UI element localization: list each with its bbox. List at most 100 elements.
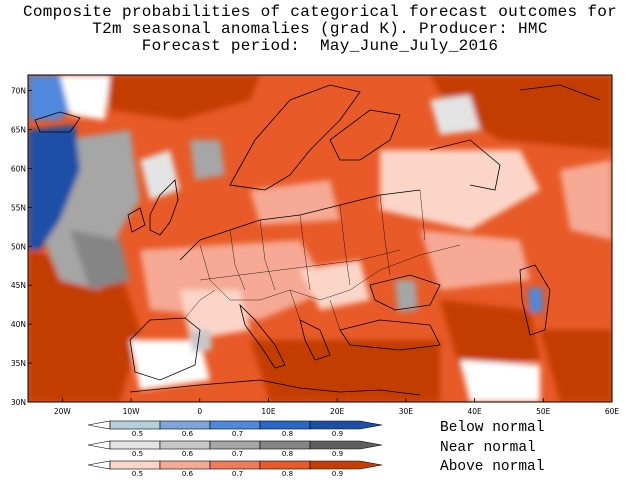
colorbar-left-tip: [87, 420, 111, 430]
colorbar-tick-label: 0.5: [132, 450, 143, 458]
lon-tick-label: 60E: [605, 407, 620, 416]
colorbar-end-segment: [309, 420, 383, 430]
near-normal-weak-scotland: [140, 150, 180, 200]
colorbar-segment: [109, 460, 161, 470]
coast-iberia: [129, 317, 201, 381]
coast-iceland: [34, 111, 81, 133]
title-line-3: Forecast period: May_June_July_2016: [141, 37, 499, 55]
colorbar-left-tip: [87, 440, 111, 450]
chart-title: Composite probabilities of categorical f…: [0, 4, 640, 55]
lat-tick-label: 45N: [11, 281, 26, 290]
lat-tick-label: 35N: [11, 359, 26, 368]
lat-tick-label: 70N: [11, 87, 26, 96]
coast-turkey: [339, 319, 441, 351]
latitude-axis: 30N 35N 40N 45N 50N 55N 60N 65N 70N: [11, 87, 32, 407]
lon-tick-label: 40E: [467, 407, 482, 416]
above-normal-weak-ukraine: [420, 230, 530, 290]
colorbar-segment: [109, 420, 161, 430]
coast-great-britain: [149, 179, 179, 236]
near-normal-sardinia: [190, 330, 212, 352]
colorbar-left-tip: [87, 460, 111, 470]
below-normal-strong-atlantic: [28, 125, 80, 250]
colorbar-segment: [159, 420, 211, 430]
above-normal-strong-arctic: [430, 75, 612, 150]
low-signal-middle-east: [460, 360, 540, 402]
above-normal-weak-east: [560, 160, 612, 240]
colorbar-segment: [259, 420, 311, 430]
lon-tick-label: 20E: [330, 407, 345, 416]
colorbar-tick-label: 0.7: [232, 470, 243, 478]
coast-scandinavia: [229, 84, 361, 191]
colorbar-tick-label: 0.8: [282, 430, 293, 438]
coast-north-europe: [179, 189, 421, 261]
lat-tick-label: 60N: [11, 164, 26, 173]
colorbar-near-normal: 0.5 0.6 0.7 0.8 0.9: [87, 440, 383, 458]
colorbar-tick-label: 0.6: [182, 470, 194, 478]
coast-greece: [299, 319, 331, 361]
legend-label-below-normal: Below normal: [440, 420, 545, 436]
title-line-2: T2m seasonal anomalies (grad K). Produce…: [92, 20, 548, 38]
lon-tick-label: 20W: [54, 407, 72, 416]
colorbar-tick-label: 0.8: [282, 470, 293, 478]
coast-ireland: [127, 207, 146, 233]
coast-black-sea: [369, 274, 441, 311]
colorbar-end-segment: [309, 460, 383, 470]
colorbar-tick-label: 0.9: [332, 430, 343, 438]
colorbar-tick-label: 0.9: [332, 470, 343, 478]
coast-italy: [239, 303, 286, 369]
lon-tick-label: 50E: [536, 407, 551, 416]
above-normal-strong-caucasus: [440, 300, 540, 370]
above-normal-strong-atlantic: [28, 250, 140, 402]
colorbar-tick-label: 0.6: [182, 450, 194, 458]
colorbar-tick-label: 0.7: [232, 450, 243, 458]
above-normal-weak-baltic: [250, 180, 340, 225]
colorbar-segment: [209, 440, 261, 450]
colorbar-segment: [209, 460, 261, 470]
colorbar-segment: [209, 420, 261, 430]
colorbar-below-normal: 0.5 0.6 0.7 0.8 0.9: [87, 420, 383, 438]
lon-tick-label: 10E: [261, 407, 276, 416]
lat-tick-label: 50N: [11, 242, 26, 251]
above-normal-weak-russia: [380, 150, 540, 230]
low-signal-greenland-sea: [60, 75, 110, 120]
lon-tick-label: 0: [197, 407, 202, 416]
near-normal-north-sea: [190, 140, 225, 180]
coast-north-africa: [129, 379, 421, 396]
lon-tick-label: 10W: [123, 407, 141, 416]
above-normal-strong-mediterranean: [250, 340, 440, 402]
above-normal-strong-caspian: [540, 330, 612, 402]
colorbar-segment: [159, 440, 211, 450]
lat-tick-label: 30N: [11, 398, 26, 407]
lon-tick-label: 30E: [399, 407, 414, 416]
colorbar-tick-label: 0.6: [182, 430, 194, 438]
lat-tick-label: 65N: [11, 126, 26, 135]
above-normal-strong-norwegian-sea: [100, 75, 260, 120]
colorbar-segment: [159, 460, 211, 470]
colorbar-above-normal: 0.5 0.6 0.7 0.8 0.9: [87, 460, 383, 478]
title-line-1: Composite probabilities of categorical f…: [22, 3, 618, 21]
coast-finland: [329, 109, 401, 161]
legend-label-above-normal: Above normal: [440, 459, 545, 475]
colorbar-tick-label: 0.7: [232, 430, 243, 438]
colorbar-tick-label: 0.5: [132, 470, 143, 478]
lat-tick-label: 55N: [11, 203, 26, 212]
longitude-axis: 20W 10W 0 10E 20E 30E 40E 50E 60E: [54, 398, 620, 416]
near-normal-black-sea: [395, 280, 418, 312]
probability-legend: 0.5 0.6 0.7 0.8 0.90.5 0.6 0.7 0.8 0.90.5 0.6 0.7 0…: [87, 420, 383, 478]
legend-label-near-normal: Near normal: [440, 440, 536, 456]
colorbar-segment: [109, 440, 161, 450]
colorbar-tick-label: 0.5: [132, 430, 143, 438]
colorbar-segment: [259, 440, 311, 450]
lat-tick-label: 40N: [11, 320, 26, 329]
low-signal-iberia: [130, 340, 210, 390]
country-borders: [184, 189, 461, 331]
near-normal-weak-north-russia: [430, 95, 480, 135]
colorbar-segment: [259, 460, 311, 470]
colorbar-tick-label: 0.9: [332, 450, 343, 458]
near-normal-strong-atlantic: [70, 230, 130, 290]
colorbar-tick-label: 0.8: [282, 450, 293, 458]
coast-white-sea: [429, 139, 501, 191]
coast-novaya-zemlya: [519, 84, 601, 101]
colorbar-end-segment: [309, 440, 383, 450]
